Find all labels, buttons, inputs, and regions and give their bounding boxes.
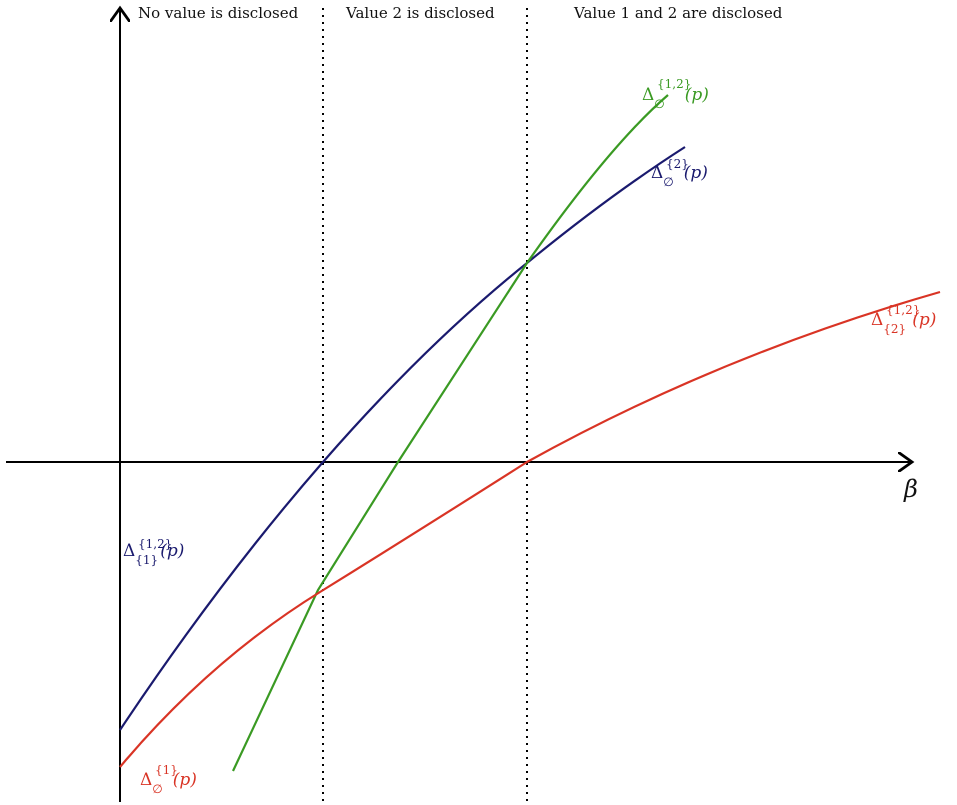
curve-navy bbox=[119, 146, 686, 731]
curve-label-delta-empty-1: Δ∅ (p) {1} bbox=[140, 763, 197, 796]
region-label-none: No value is disclosed bbox=[138, 4, 299, 22]
svg-text:Δ{2}(p): Δ{2} (p) bbox=[871, 310, 936, 336]
curve-label-delta-2-12: Δ{2} (p) {1,2} bbox=[871, 303, 936, 336]
svg-text:Δ∅(p): Δ∅ (p) bbox=[140, 770, 197, 796]
curve-red bbox=[119, 290, 941, 768]
svg-text:Δ∅(p): Δ∅ (p) bbox=[642, 85, 709, 111]
svg-text:{1,2}: {1,2} bbox=[657, 77, 691, 91]
x-axis-label: β bbox=[903, 475, 918, 503]
curve-green bbox=[232, 94, 669, 772]
svg-text:Δ∅(p): Δ∅ (p) bbox=[651, 163, 708, 189]
curve-label-delta-empty-2: Δ∅ (p) {2} bbox=[651, 157, 708, 189]
curve-label-delta-empty-12: Δ∅ (p) {1,2} bbox=[642, 77, 709, 111]
svg-text:Δ{1}(p): Δ{1} (p) bbox=[123, 541, 184, 567]
svg-text:{2}: {2} bbox=[666, 157, 689, 171]
region-label-value-2: Value 2 is disclosed bbox=[345, 4, 495, 22]
region-label-value-1-and-2: Value 1 and 2 are disclosed bbox=[573, 4, 783, 22]
svg-text:{1,2}: {1,2} bbox=[138, 537, 172, 551]
svg-text:{1}: {1} bbox=[155, 763, 178, 777]
svg-text:{1,2}: {1,2} bbox=[886, 303, 920, 317]
curve-label-delta-1-12: Δ{1} (p) {1,2} bbox=[123, 537, 184, 567]
